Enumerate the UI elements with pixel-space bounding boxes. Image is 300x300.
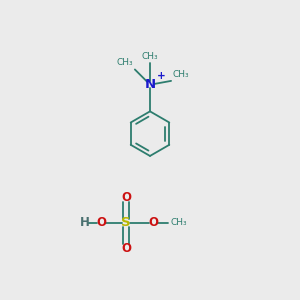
Text: O: O [121, 191, 131, 204]
Text: O: O [148, 216, 158, 229]
Text: +: + [157, 71, 166, 81]
Text: CH₃: CH₃ [117, 58, 134, 67]
Text: H: H [80, 216, 89, 229]
Text: O: O [96, 216, 106, 229]
Text: CH₃: CH₃ [172, 70, 189, 79]
Text: O: O [121, 242, 131, 255]
Text: CH₃: CH₃ [142, 52, 158, 62]
Text: CH₃: CH₃ [170, 218, 187, 227]
Text: S: S [122, 216, 131, 229]
Text: N: N [144, 78, 156, 91]
